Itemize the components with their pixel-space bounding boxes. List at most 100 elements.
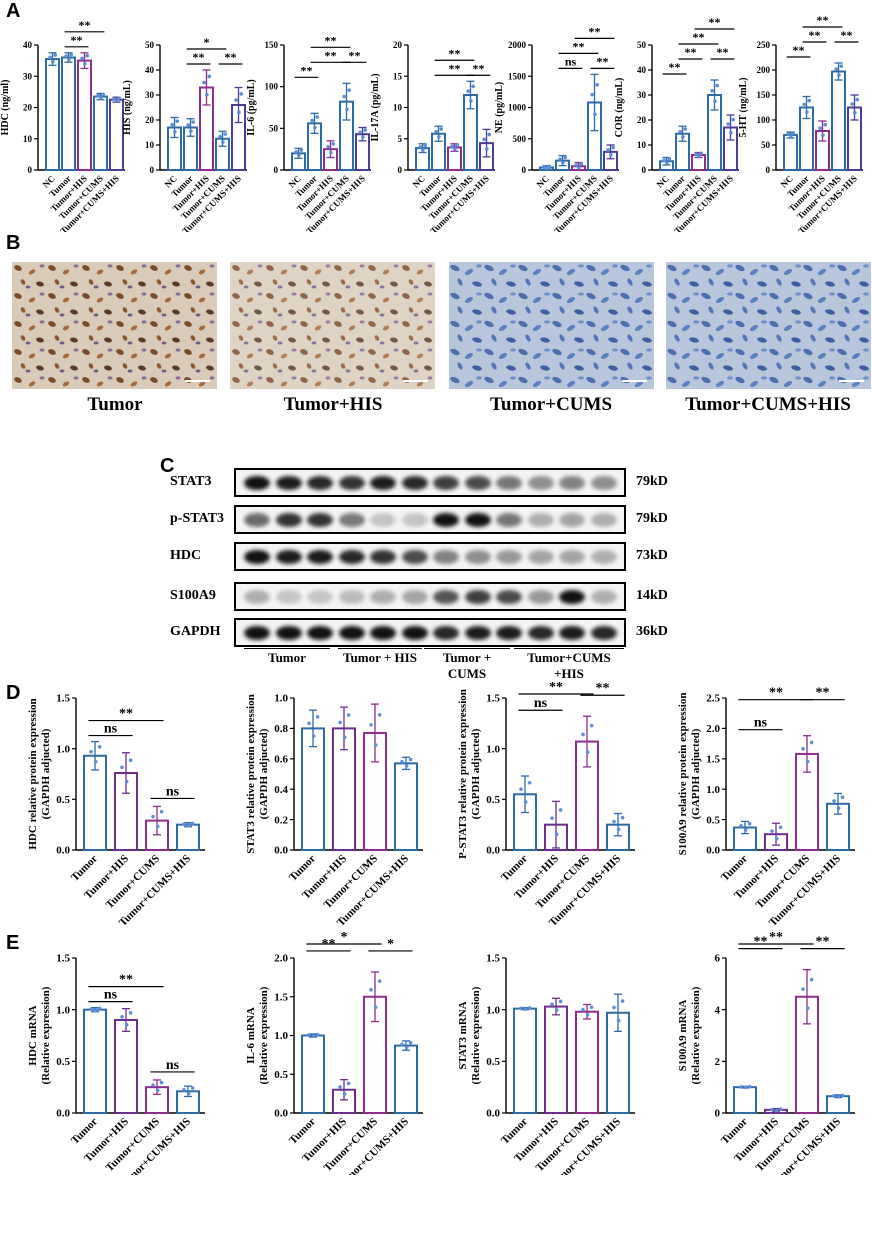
blot-band xyxy=(307,626,333,640)
data-point xyxy=(151,1083,155,1087)
panel-letter-d: D xyxy=(6,682,21,704)
data-point xyxy=(155,1088,160,1093)
blot-strip-4 xyxy=(234,618,626,647)
bar-0 xyxy=(733,1086,757,1115)
bar-3 xyxy=(394,1044,418,1114)
data-point xyxy=(836,1094,841,1099)
data-point xyxy=(662,158,666,162)
y-axis-label-2: (Relative expression) xyxy=(470,986,482,1084)
y-tick-label: 0.5 xyxy=(486,794,500,806)
y-axis-label: 5-HT (ng/mL) xyxy=(738,77,749,137)
data-point xyxy=(747,1084,752,1089)
blot-band xyxy=(244,513,270,527)
significance-label: ** xyxy=(754,935,768,950)
significance-label: ** xyxy=(693,30,705,44)
y-tick-label: 1.0 xyxy=(56,743,70,755)
significance-label: ** xyxy=(769,686,783,701)
data-point xyxy=(423,143,428,148)
data-point xyxy=(124,1022,129,1027)
data-point xyxy=(832,799,836,803)
significance-label: ** xyxy=(709,15,721,29)
data-point xyxy=(699,151,704,156)
y-axis-label-2: (GAPDH adjucted) xyxy=(258,728,270,819)
panel-letter-a: A xyxy=(6,0,21,22)
data-point xyxy=(469,98,473,103)
blot-strip-3 xyxy=(234,582,626,611)
data-point xyxy=(550,816,554,820)
data-point xyxy=(120,1015,124,1019)
data-point xyxy=(117,96,122,100)
data-point xyxy=(159,809,164,814)
data-point xyxy=(345,107,349,112)
blot-band xyxy=(370,626,396,640)
data-point xyxy=(839,64,844,68)
blot-group-line xyxy=(514,648,624,649)
data-point xyxy=(48,55,52,60)
data-point xyxy=(547,164,552,169)
data-point xyxy=(789,134,793,139)
data-point xyxy=(191,120,196,124)
data-point xyxy=(726,122,730,126)
data-point xyxy=(404,1045,409,1050)
data-point xyxy=(818,126,822,130)
y-axis-label: S100A9 mRNA xyxy=(677,1000,689,1072)
y-axis-label: IL-17A (pg/mL) xyxy=(370,73,381,141)
data-point xyxy=(93,759,98,764)
blot-kd-0: 79kD xyxy=(636,474,668,489)
y-axis-label: COR (ng/mL) xyxy=(614,78,625,138)
data-point xyxy=(710,89,714,93)
data-point xyxy=(218,134,222,139)
significance-label: ns xyxy=(104,722,118,737)
data-point xyxy=(802,102,806,107)
blot-band xyxy=(527,626,554,640)
y-axis-label-2: (GAPDH adjucted) xyxy=(470,728,482,819)
blot-band xyxy=(244,626,270,640)
significance-label: ** xyxy=(596,681,610,696)
data-point xyxy=(155,824,160,829)
y-axis-label: HDC (ng/ml) xyxy=(0,80,11,136)
y-tick-label: 30 xyxy=(23,71,33,81)
data-point xyxy=(239,92,244,96)
data-point xyxy=(294,150,298,154)
data-point xyxy=(237,110,241,115)
data-point xyxy=(667,157,672,161)
blot-band xyxy=(559,550,585,564)
blot-band xyxy=(370,513,396,527)
data-point xyxy=(115,98,119,103)
data-point xyxy=(342,735,347,740)
significance-label: ** xyxy=(793,43,805,57)
data-point xyxy=(558,999,563,1004)
x-tick-label-2: Tumor+CUMS xyxy=(104,1116,162,1174)
y-tick-label: 0 xyxy=(715,1108,721,1120)
data-point xyxy=(606,148,610,152)
data-point xyxy=(331,142,336,146)
data-point xyxy=(307,1033,311,1037)
blot-band xyxy=(244,476,270,490)
y-tick-label: 0.0 xyxy=(486,845,500,857)
blot-group-label-0: Tumor xyxy=(268,650,306,665)
data-point xyxy=(190,1086,195,1090)
bar-0 xyxy=(783,134,798,171)
blot-band xyxy=(275,626,302,640)
x-tick-label-2: Tumor+CUMS xyxy=(754,853,812,911)
data-point xyxy=(589,723,594,728)
data-point xyxy=(585,1012,590,1017)
y-axis-label: STAT3 mRNA xyxy=(457,1001,469,1069)
data-point xyxy=(207,74,212,79)
bar-3 xyxy=(176,823,200,852)
data-point xyxy=(311,1034,316,1038)
data-point xyxy=(346,713,351,717)
data-point xyxy=(807,98,812,103)
significance-label: ** xyxy=(119,707,133,722)
y-tick-label: 0.4 xyxy=(274,784,288,796)
blot-band xyxy=(590,626,617,640)
blot-band xyxy=(496,476,522,490)
micrograph-caption-tumor: Tumor xyxy=(87,394,143,415)
data-point xyxy=(612,819,616,824)
data-point xyxy=(527,780,532,785)
blot-band xyxy=(590,513,617,527)
blot-band xyxy=(338,590,365,604)
y-tick-label: 1.0 xyxy=(56,1004,70,1016)
data-point xyxy=(612,1005,616,1010)
